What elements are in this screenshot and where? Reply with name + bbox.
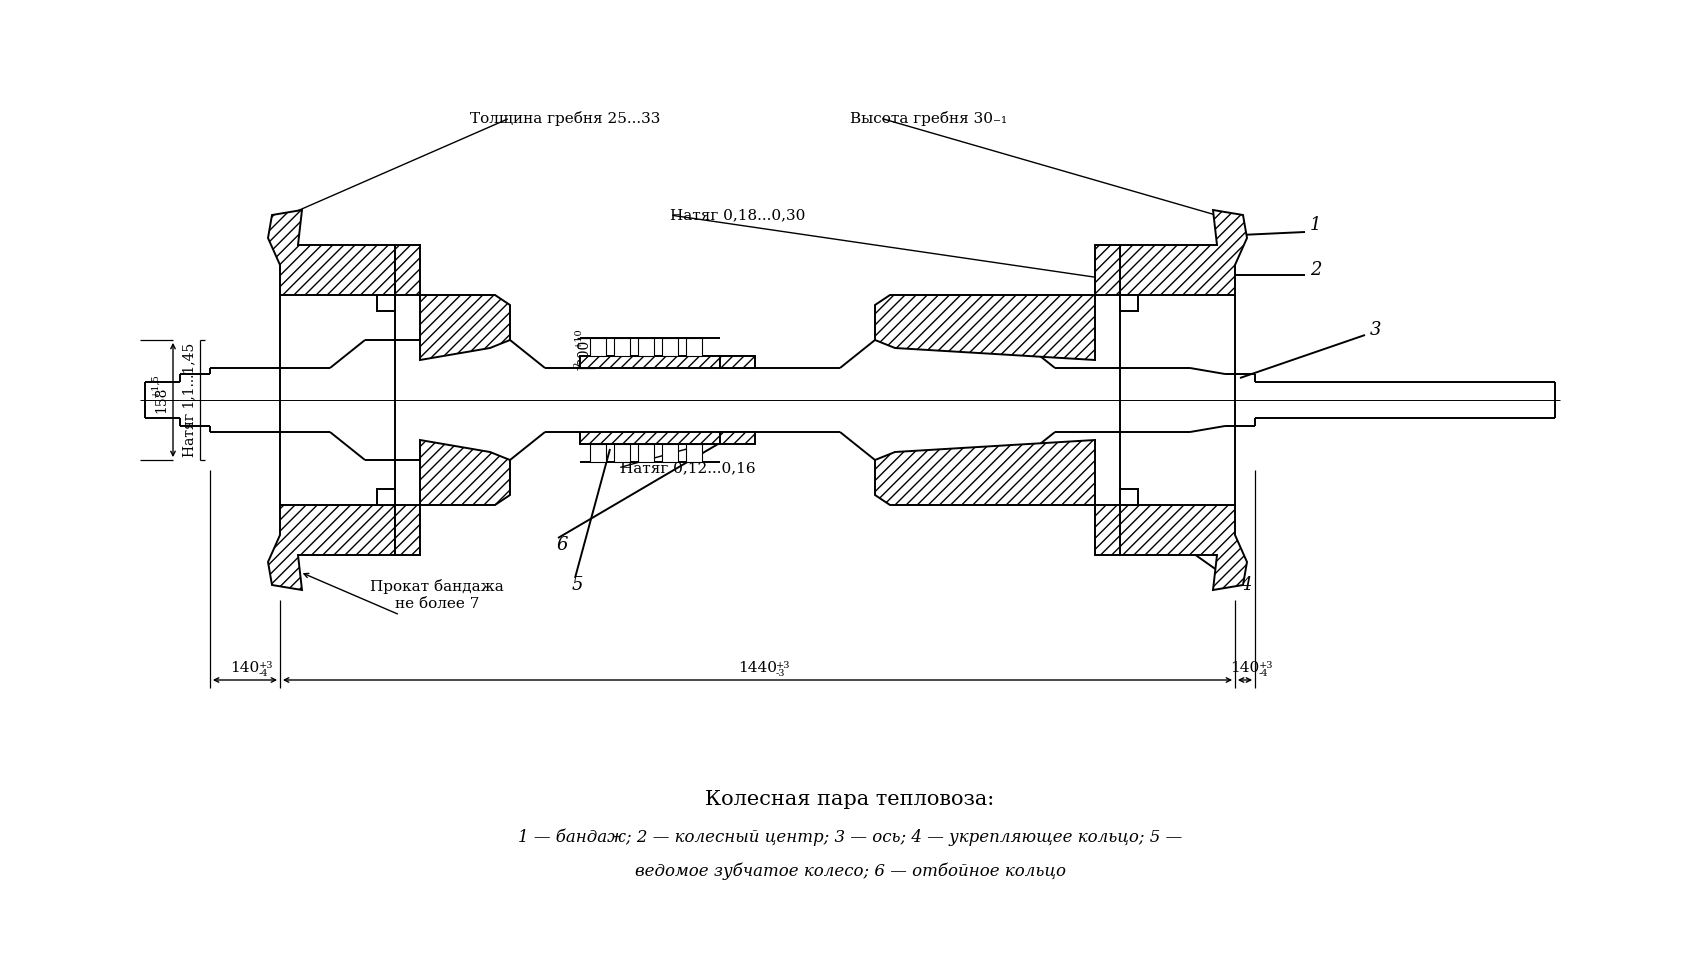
Bar [720, 432, 755, 444]
Text: ведомое зубчатое колесо; 6 — отбойное кольцо: ведомое зубчатое колесо; 6 — отбойное ко… [634, 862, 1065, 880]
Polygon shape [874, 245, 1119, 360]
Bar [580, 356, 720, 368]
Bar [720, 356, 755, 368]
Text: Высота гребня 30₋₁: Высота гребня 30₋₁ [850, 110, 1007, 126]
Text: 4: 4 [1240, 576, 1252, 594]
Bar [614, 338, 629, 356]
Bar [580, 432, 720, 444]
Text: Натяг 0,12...0,16: Натяг 0,12...0,16 [619, 461, 755, 475]
Bar [662, 338, 677, 356]
Text: -4: -4 [259, 669, 269, 678]
Text: Прокат бандажа
не более 7: Прокат бандажа не более 7 [371, 580, 503, 611]
Bar [590, 444, 606, 462]
Text: +1,5: +1,5 [151, 373, 160, 396]
Bar [686, 338, 701, 356]
Text: 6: 6 [556, 536, 568, 554]
Polygon shape [269, 505, 395, 590]
Bar [686, 444, 701, 462]
Polygon shape [1119, 505, 1247, 590]
Text: 158: 158 [155, 387, 168, 413]
Text: 2: 2 [1310, 261, 1322, 279]
Text: -3: -3 [776, 669, 784, 678]
Bar [1119, 295, 1138, 311]
Text: 3: 3 [1369, 321, 1381, 339]
Polygon shape [874, 440, 1119, 555]
Text: 1440: 1440 [738, 661, 777, 675]
Polygon shape [269, 210, 395, 295]
Bar [638, 338, 653, 356]
Text: -2: -2 [573, 360, 583, 370]
Bar [378, 489, 395, 505]
Bar [662, 444, 677, 462]
Text: +3: +3 [259, 661, 274, 670]
Text: 200: 200 [577, 340, 590, 366]
Polygon shape [1119, 210, 1247, 295]
Text: Натяг 1,1...1,45: Натяг 1,1...1,45 [182, 343, 196, 457]
Polygon shape [395, 245, 510, 360]
Text: 140: 140 [230, 661, 260, 675]
Text: +3: +3 [1259, 661, 1274, 670]
Text: +10: +10 [573, 327, 583, 349]
Text: Натяг 0,18...0,30: Натяг 0,18...0,30 [670, 208, 805, 222]
Bar [1119, 489, 1138, 505]
Text: 5: 5 [572, 576, 583, 594]
Bar [638, 444, 653, 462]
Bar [590, 338, 606, 356]
Text: Колесная пара тепловоза:: Колесная пара тепловоза: [706, 790, 995, 809]
Text: 1: 1 [1310, 216, 1322, 234]
Text: -4: -4 [1259, 669, 1269, 678]
Bar [614, 444, 629, 462]
Text: Толщина гребня 25...33: Толщина гребня 25...33 [469, 110, 660, 126]
Text: 140: 140 [1230, 661, 1260, 675]
Polygon shape [395, 440, 510, 555]
Text: 1 — бандаж; 2 — колесный центр; 3 — ось; 4 — укрепляющее кольцо; 5 —: 1 — бандаж; 2 — колесный центр; 3 — ось;… [517, 828, 1182, 845]
Text: +3: +3 [776, 661, 789, 670]
Bar [378, 295, 395, 311]
